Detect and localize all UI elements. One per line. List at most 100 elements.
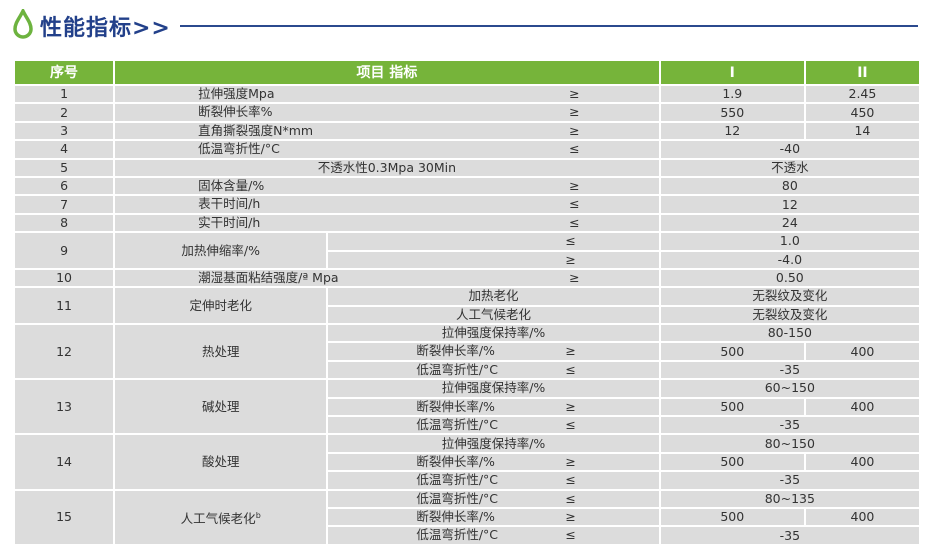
item-cell: 酸处理	[115, 435, 327, 489]
operator: ≥	[569, 177, 580, 193]
grade-2-value: 400	[805, 508, 919, 526]
value-cell: 24	[660, 214, 919, 232]
item-cell: 定伸时老化	[115, 288, 327, 324]
item-cell: 潮湿基面粘结强度/ª Mpa ≥	[115, 269, 659, 287]
table-row: 低温弯折性/°C ≤ -35	[15, 527, 919, 544]
grade-1-value: 500	[660, 453, 804, 471]
sub-item-label: 拉伸强度保持率/%	[441, 380, 546, 396]
grade-1-value: 12	[660, 122, 804, 140]
value-cell: -35	[660, 361, 919, 379]
item-label: 定伸时老化	[189, 297, 252, 313]
sub-item-cell: 断裂伸长率/% ≥	[328, 508, 659, 526]
sub-item-cell: 低温弯折性/°C ≤	[328, 417, 659, 434]
grade-2-value: 2.45	[805, 86, 919, 103]
row-number: 8	[15, 214, 114, 232]
sub-item-cell: 低温弯折性/°C ≤	[328, 527, 659, 544]
item-label: 人工气候老化	[180, 510, 256, 526]
row-number: 7	[15, 196, 114, 213]
item-label: 表干时间/h	[198, 196, 261, 212]
sub-item-cell: 加热老化	[328, 288, 659, 305]
table-row: 断裂伸长率/% ≥500 400	[15, 343, 919, 360]
item-cell: 人工气候老化b	[115, 490, 327, 544]
sub-item-cell: 断裂伸长率/% ≥	[328, 453, 659, 471]
sub-item-cell: ≤	[328, 233, 659, 250]
sub-item-cell: 断裂伸长率/% ≥	[328, 343, 659, 360]
item-label: 潮湿基面粘结强度/ª Mpa	[198, 269, 339, 285]
sub-item-label: 断裂伸长率/%	[416, 508, 495, 524]
item-cell: 实干时间/h ≤	[115, 214, 659, 232]
item-cell: 加热伸缩率/%	[115, 233, 327, 268]
operator: ≤	[569, 141, 580, 157]
value-cell: 12	[660, 196, 919, 213]
page-title: 性能指标>>	[40, 16, 171, 41]
item-label: 实干时间/h	[198, 214, 261, 230]
table-row: 低温弯折性/°C ≤ -35	[15, 472, 919, 489]
item-footnote: b	[255, 510, 261, 520]
item-label: 直角撕裂强度N*mm	[198, 122, 314, 138]
item-cell: 热处理	[115, 325, 327, 379]
table-row: 4 低温弯折性/°C ≤ -40	[15, 141, 919, 158]
row-number: 2	[15, 104, 114, 121]
header-no: 序号	[15, 61, 114, 84]
item-cell: 碱处理	[115, 380, 327, 434]
table-row: 10 潮湿基面粘结强度/ª Mpa ≥0.50	[15, 269, 919, 287]
row-number: 11	[15, 288, 114, 324]
value-cell: 无裂纹及变化	[660, 288, 919, 305]
row-number: 6	[15, 177, 114, 195]
grade-2-value: 400	[805, 343, 919, 360]
table-row: 14 酸处理 拉伸强度保持率/% 80~150	[15, 435, 919, 489]
operator: ≤	[569, 214, 580, 230]
row-number: 10	[15, 269, 114, 287]
item-cell: 不透水性0.3Mpa 30Min	[115, 159, 659, 176]
sub-item-label: 低温弯折性/°C	[416, 490, 499, 506]
value-cell: -35	[660, 417, 919, 434]
grade-1-value: 550	[660, 104, 804, 121]
sub-item-label: 断裂伸长率/%	[416, 453, 495, 469]
operator: ≥	[565, 508, 576, 524]
operator: ≤	[565, 233, 576, 249]
row-number: 13	[15, 380, 114, 434]
table-row: 13 碱处理 拉伸强度保持率/% 60~150	[15, 380, 919, 434]
sub-item-cell: 拉伸强度保持率/%	[328, 435, 659, 452]
item-cell: 低温弯折性/°C ≤	[115, 141, 659, 158]
row-number: 3	[15, 122, 114, 140]
item-cell: 断裂伸长率% ≥	[115, 104, 659, 121]
value-cell: 0.50	[660, 269, 919, 287]
sub-item-label: 人工气候老化	[456, 306, 532, 322]
grade-2-value: 400	[805, 398, 919, 416]
operator: ≥	[565, 343, 576, 359]
grade-1-value: 500	[660, 398, 804, 416]
value-cell: 80-150	[660, 325, 919, 342]
grade-2-value: 400	[805, 453, 919, 471]
operator: ≤	[569, 196, 580, 212]
table-row: 低温弯折性/°C ≤ -35	[15, 417, 919, 434]
operator: ≥	[569, 104, 580, 120]
sub-item-cell: 人工气候老化	[328, 306, 659, 324]
sub-item-label: 低温弯折性/°C	[416, 361, 499, 377]
sub-item-cell: 低温弯折性/°C ≤	[328, 472, 659, 489]
table-row: 断裂伸长率/% ≥500 400	[15, 398, 919, 416]
table-row: 15 人工气候老化b 低温弯折性/°C ≤80~135	[15, 490, 919, 544]
item-cell: 直角撕裂强度N*mm ≥	[115, 122, 659, 140]
operator: ≤	[565, 361, 576, 377]
title-divider	[180, 25, 918, 27]
row-number: 12	[15, 325, 114, 379]
sub-item-cell: 拉伸强度保持率/%	[328, 325, 659, 342]
item-label: 加热伸缩率/%	[181, 242, 261, 258]
header-grade-1: I	[660, 61, 804, 84]
sub-item-label: 拉伸强度保持率/%	[441, 325, 546, 341]
table-row: 5 不透水性0.3Mpa 30Min 不透水	[15, 159, 919, 176]
value-cell: 80	[660, 177, 919, 195]
item-label: 不透水性0.3Mpa 30Min	[317, 159, 457, 175]
section-title: 性能指标>>	[12, 7, 171, 44]
table-row: 断裂伸长率/% ≥500 400	[15, 453, 919, 471]
item-label: 断裂伸长率%	[198, 104, 273, 120]
table-row: 低温弯折性/°C ≤ -35	[15, 361, 919, 379]
value-cell: 1.0	[660, 233, 919, 250]
grade-2-value: 450	[805, 104, 919, 121]
item-label: 热处理	[201, 343, 240, 359]
sub-item-cell: 断裂伸长率/% ≥	[328, 398, 659, 416]
operator: ≥	[565, 398, 576, 414]
sub-item-label: 低温弯折性/°C	[416, 417, 499, 433]
value-cell: -4.0	[660, 251, 919, 268]
